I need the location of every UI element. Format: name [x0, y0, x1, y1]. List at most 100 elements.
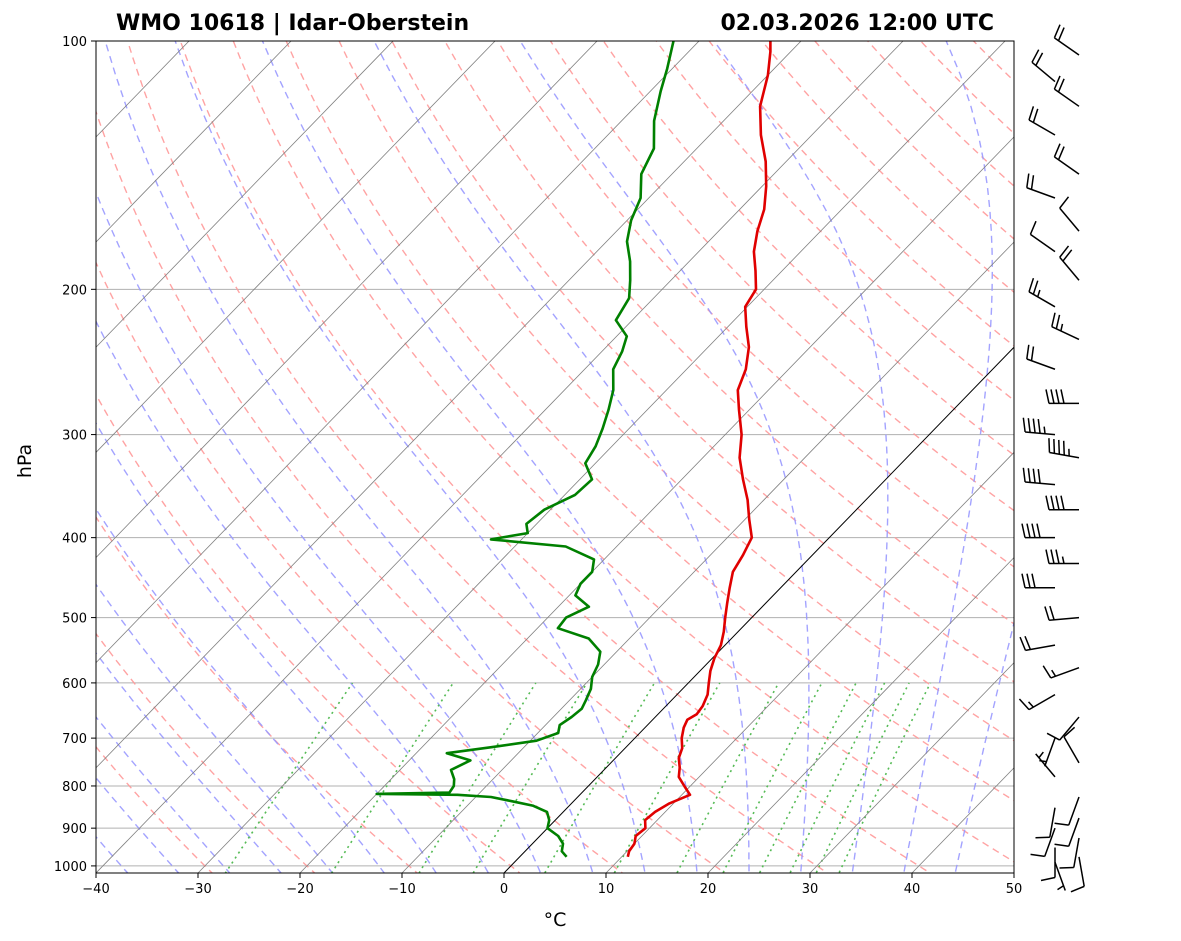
wind-barb-feather	[1028, 106, 1035, 121]
wind-barb	[1045, 389, 1079, 405]
isotherm	[96, 41, 598, 559]
title-station: WMO 10618 | Idar-Oberstein	[116, 11, 469, 36]
wind-barb-feather	[1053, 24, 1061, 39]
y-axis-title: hPa	[14, 444, 36, 478]
y-tick-label: 800	[62, 780, 87, 795]
wind-barb-feather	[1021, 573, 1026, 588]
wind-barb	[1018, 693, 1056, 711]
wind-barb-feather	[1063, 726, 1076, 738]
wind-barb	[1039, 737, 1056, 767]
wind-barb-feather	[1060, 389, 1065, 404]
wind-barb-feather	[1050, 549, 1055, 564]
y-tick-label: 100	[62, 35, 87, 50]
y-tick-label: 500	[62, 612, 87, 627]
moist-adiabat	[954, 620, 1014, 873]
wind-barb-feather	[1046, 732, 1061, 741]
wind-barb	[1022, 467, 1056, 486]
wind-barb-feather	[1045, 495, 1050, 510]
mixing-ratio-line	[722, 682, 823, 873]
moist-adiabat	[96, 776, 180, 873]
wind-barb-staff	[1044, 827, 1056, 857]
wind-barb	[1053, 24, 1080, 56]
wind-barb-feather	[1055, 314, 1061, 329]
dry-adiabat	[96, 515, 419, 873]
moist-adiabat	[96, 715, 231, 873]
wind-barb-half-feather	[1057, 885, 1064, 891]
y-tick-label: 1000	[54, 860, 87, 875]
wind-barb-feather	[1055, 549, 1060, 564]
x-tick-label: −30	[184, 882, 211, 897]
wind-barb-feather	[1055, 495, 1060, 510]
wind-barb-feather	[1035, 52, 1044, 66]
wind-barb-staff	[1078, 856, 1085, 887]
dry-adiabat	[96, 632, 316, 873]
y-tick-label: 600	[62, 677, 87, 692]
wind-barb-feather	[1059, 866, 1074, 869]
wind-barb-half-feather	[1027, 701, 1034, 708]
wind-barb	[1030, 827, 1056, 858]
moist-adiabat	[519, 41, 810, 873]
isotherm	[809, 662, 1014, 873]
isotherm	[96, 41, 904, 873]
wind-barb-feather	[1054, 843, 1069, 848]
wind-barb-half-feather	[1043, 426, 1046, 434]
wind-barb-staff	[1029, 233, 1056, 253]
isotherm	[96, 41, 394, 348]
title-datetime: 02.03.2026 12:00 UTC	[720, 11, 994, 36]
wind-barb	[1035, 807, 1056, 839]
x-tick-label: 20	[700, 882, 717, 897]
y-tick-label: 200	[62, 283, 87, 298]
wind-barb-half-feather	[1060, 323, 1064, 332]
wind-barbs-layer	[1018, 24, 1085, 893]
x-tick-label: −20	[286, 882, 313, 897]
wind-barb-feather	[1058, 439, 1061, 455]
wind-barb	[1021, 523, 1055, 539]
mixing-ratio-line	[418, 682, 537, 873]
mixing-ratio-line	[676, 682, 780, 873]
wind-barb	[1045, 549, 1079, 565]
wind-barb-feather	[1053, 75, 1061, 90]
mixing-ratio-line	[543, 682, 656, 873]
isotherm	[96, 41, 802, 769]
dry-adiabat	[126, 41, 829, 873]
isotherm	[197, 41, 1006, 873]
wind-barb-feather	[1022, 417, 1026, 433]
wind-barb-staff	[1073, 837, 1080, 868]
wind-barb-feather	[1026, 523, 1031, 538]
isotherm	[299, 136, 1014, 873]
mixing-ratio-line	[224, 682, 354, 873]
y-tick-label: 400	[62, 532, 87, 547]
isotherm	[96, 41, 496, 453]
wind-barb-staff	[1049, 451, 1080, 459]
dry-adiabat	[655, 41, 1014, 402]
wind-barb-feather	[1021, 523, 1026, 538]
x-tick-label: −40	[82, 882, 109, 897]
wind-barb-feather	[1019, 636, 1027, 651]
wind-barb-feather	[1059, 245, 1070, 258]
wind-barb-feather	[1055, 389, 1060, 404]
moist-adiabat	[174, 41, 646, 873]
wind-barb-feather	[1035, 836, 1050, 839]
wind-barb	[1022, 417, 1056, 436]
wind-barb-feather	[1053, 439, 1056, 454]
wind-barb	[1070, 856, 1085, 893]
moist-adiabat	[713, 41, 889, 873]
profile-lines-layer	[375, 41, 772, 858]
wind-barb-feather	[1030, 346, 1035, 361]
wind-barb-feather	[1049, 605, 1055, 620]
wind-barb-feather	[1027, 418, 1031, 433]
mixing-ratio-line	[815, 682, 910, 873]
dry-adiabat	[96, 109, 727, 873]
wind-barb-feather	[1062, 440, 1065, 456]
wind-barb-feather	[1031, 49, 1040, 63]
dry-adiabat	[338, 41, 1014, 742]
moist-adiabat	[96, 190, 542, 873]
wind-barb-staff	[1059, 716, 1080, 741]
wind-barb	[1031, 49, 1056, 83]
wind-barb-feather	[1028, 277, 1035, 293]
wind-barb-feather	[1040, 876, 1056, 882]
wind-barb-feather	[1062, 249, 1073, 262]
wind-barb	[1042, 665, 1080, 679]
wind-barb-feather	[1053, 143, 1061, 158]
wind-barb	[1019, 635, 1056, 652]
